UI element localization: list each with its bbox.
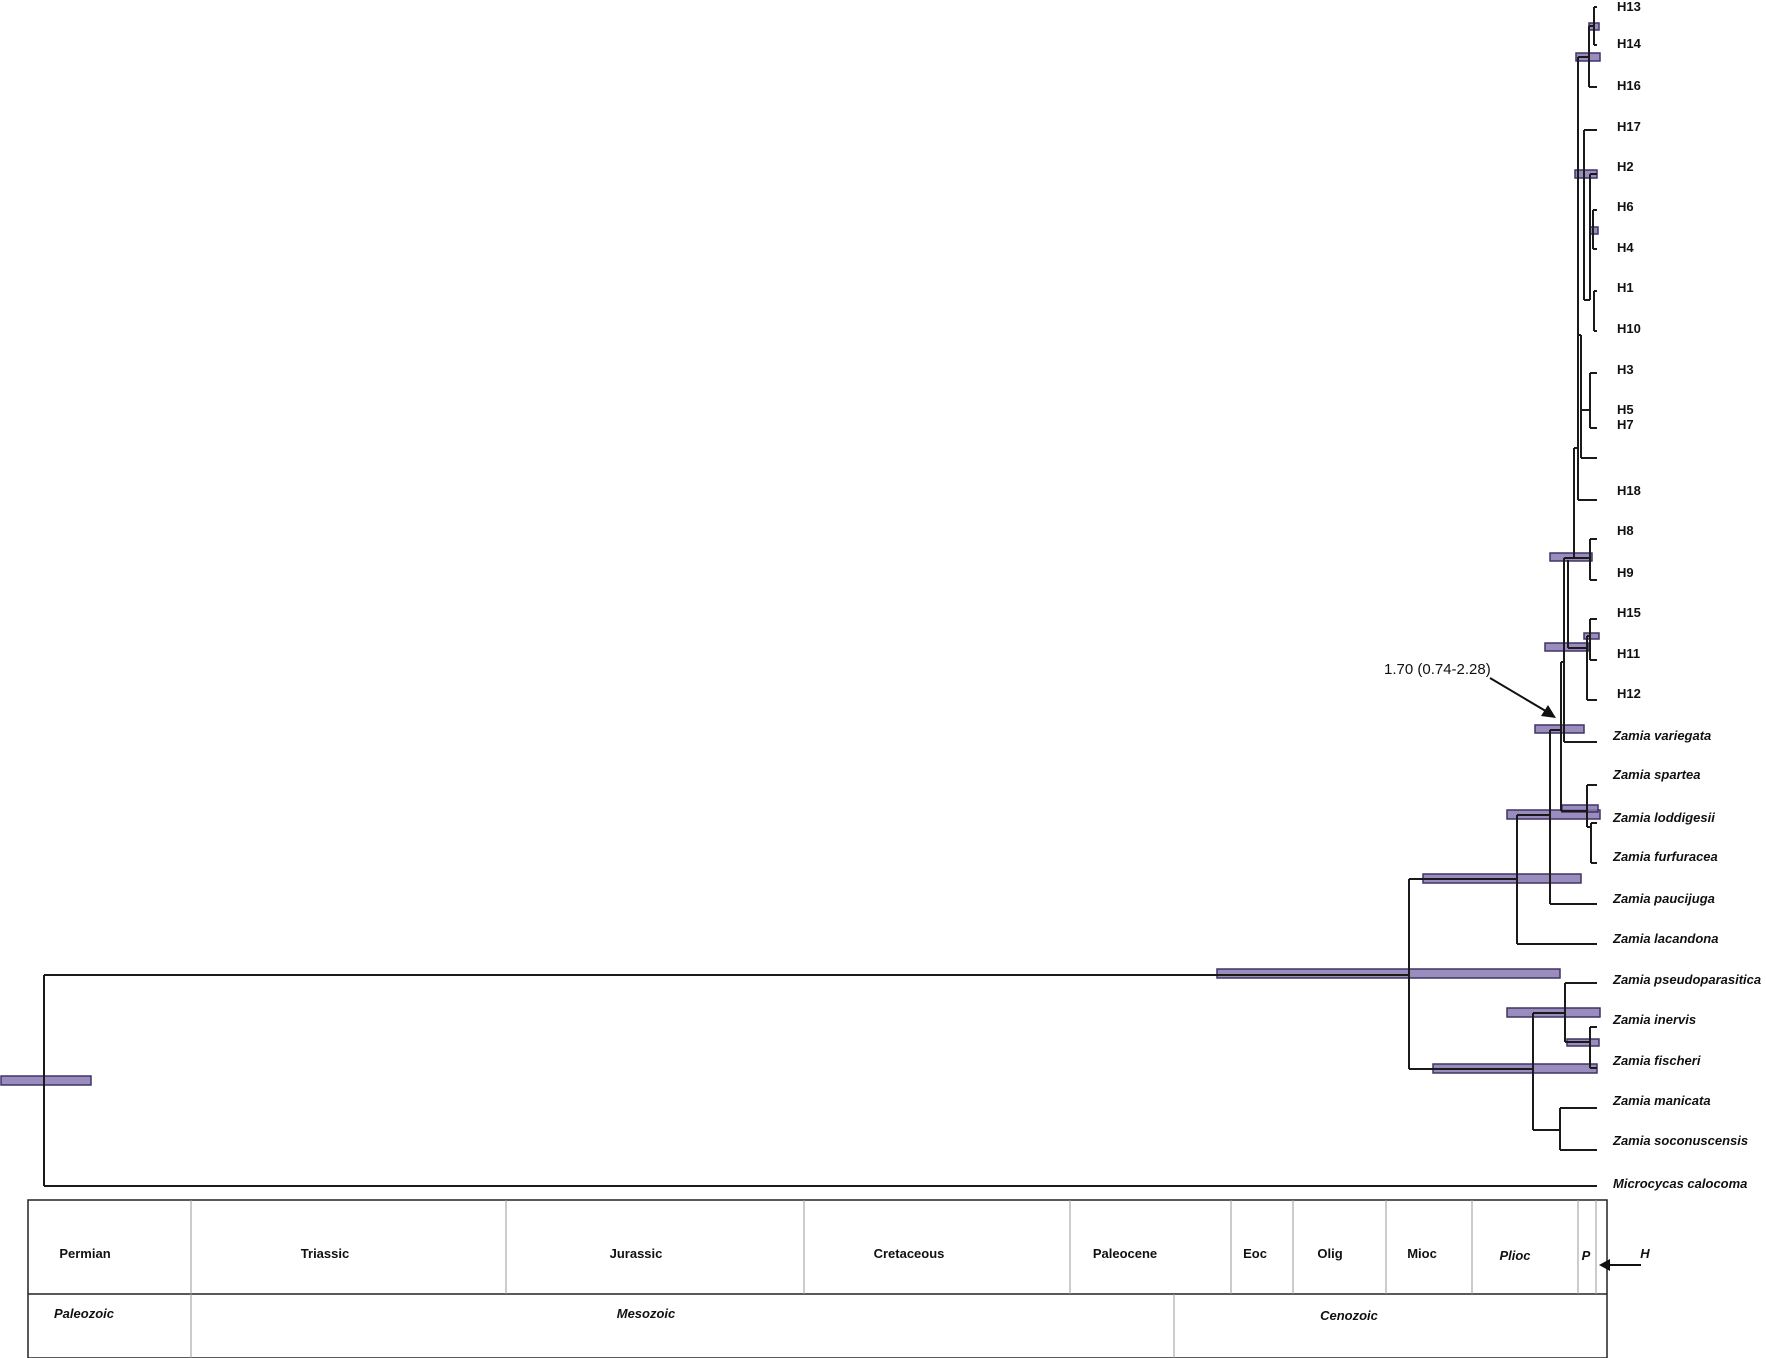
branch-clade-a xyxy=(1516,814,1597,945)
tip-label: H6 xyxy=(1617,199,1634,214)
hpd-bars xyxy=(0,22,1601,1086)
period-label-holocene: H xyxy=(1640,1246,1650,1261)
period-label-paleocene: Paleocene xyxy=(1093,1246,1157,1261)
branch-h1-h10 xyxy=(1593,290,1597,332)
tip-label: H1 xyxy=(1617,280,1634,295)
branch-clade-b xyxy=(1532,1012,1565,1131)
tip-label: H18 xyxy=(1617,483,1641,498)
tip-label: H17 xyxy=(1617,119,1641,134)
tip-label: Zamia lacandona xyxy=(1612,931,1718,946)
tip-label: Zamia furfuracea xyxy=(1612,849,1718,864)
tip-label: H9 xyxy=(1617,565,1634,580)
period-label-triassic: Triassic xyxy=(301,1246,349,1261)
period-label-cretaceous: Cretaceous xyxy=(874,1246,945,1261)
branch-haplotype-stem xyxy=(1563,557,1597,743)
period-label-eocene: Eoc xyxy=(1243,1246,1267,1261)
branch-h3-h5-h7 xyxy=(1580,335,1597,459)
branch-h6-h4 xyxy=(1592,209,1597,250)
tip-label: H4 xyxy=(1617,240,1634,255)
era-label-cenozoic: Cenozoic xyxy=(1320,1308,1379,1323)
tip-label: Zamia inervis xyxy=(1612,1012,1696,1027)
tip-label: H8 xyxy=(1617,523,1634,538)
branch-h11-clade xyxy=(1567,560,1587,649)
hpd-bar-zamia-crown xyxy=(1216,968,1561,979)
tip-label: H13 xyxy=(1617,0,1641,14)
period-label-pliocene: Plioc xyxy=(1499,1248,1531,1263)
tip-label: H3 xyxy=(1617,362,1634,377)
hpd-bar-root xyxy=(0,1075,92,1086)
tip-label: Zamia paucijuga xyxy=(1612,891,1715,906)
holocene-arrowhead xyxy=(1599,1259,1610,1271)
branch-manicata-soconuscensis xyxy=(1559,1107,1597,1151)
hpd-bar-spartea-clade xyxy=(1506,809,1601,820)
period-label-oligocene: Olig xyxy=(1317,1246,1342,1261)
period-label-permian: Permian xyxy=(59,1246,110,1261)
tip-label: H2 xyxy=(1617,159,1634,174)
tip-label: Zamia fischeri xyxy=(1612,1053,1701,1068)
tip-label: Zamia soconuscensis xyxy=(1612,1133,1748,1148)
tip-labels: H13 H14 H16 H17 H2 H6 H4 H1 H10 H3 H5 H7… xyxy=(1612,0,1761,1191)
tip-label: H12 xyxy=(1617,686,1641,701)
period-label-pleistocene: P xyxy=(1582,1248,1591,1263)
tip-label: H5 xyxy=(1617,402,1634,417)
branch-pseudoparasitica-node xyxy=(1564,982,1597,1043)
tree-branches xyxy=(43,6,1597,1187)
tip-label: H14 xyxy=(1617,36,1642,51)
branch-inervis-fischeri xyxy=(1589,1026,1597,1069)
annotation-arrow xyxy=(1489,677,1550,714)
branch-root xyxy=(43,974,1597,1187)
tip-label: Zamia spartea xyxy=(1612,767,1700,782)
tip-label: H7 xyxy=(1617,417,1634,432)
branch-h2-node xyxy=(1584,173,1597,301)
tip-label: H15 xyxy=(1617,605,1641,620)
hpd-bar-h11-h15 xyxy=(1583,632,1600,640)
era-label-mesozoic: Mesozoic xyxy=(617,1306,676,1321)
tip-label: H11 xyxy=(1617,646,1640,661)
tip-label: Zamia variegata xyxy=(1612,728,1711,743)
tip-label: Zamia pseudoparasitica xyxy=(1612,972,1761,987)
branch-h17-group xyxy=(1583,129,1597,300)
timescale-box xyxy=(27,1199,1608,1358)
branch-zamia-crown xyxy=(1408,878,1533,1070)
tip-label: Zamia loddigesii xyxy=(1612,810,1715,825)
tip-label: Zamia manicata xyxy=(1612,1093,1711,1108)
annotation-arrowhead xyxy=(1541,705,1556,718)
branch-h8-h9 xyxy=(1574,538,1597,581)
tip-label: Microcycas calocoma xyxy=(1613,1176,1747,1191)
era-label-paleozoic: Paleozoic xyxy=(54,1306,115,1321)
node-age-annotation: 1.70 (0.74-2.28) xyxy=(1384,661,1556,718)
period-label-miocene: Mioc xyxy=(1407,1246,1437,1261)
branch-paucijuga-node xyxy=(1549,729,1597,905)
node-age-label: 1.70 (0.74-2.28) xyxy=(1384,661,1491,678)
branch-h3-h5 xyxy=(1589,372,1597,429)
period-label-jurassic: Jurassic xyxy=(610,1246,663,1261)
geological-timescale: Permian Triassic Jurassic Cretaceous Pal… xyxy=(27,1199,1650,1358)
branch-h15-h11 xyxy=(1589,618,1597,661)
tip-label: H10 xyxy=(1617,321,1641,336)
branch-loddigesii-furfuracea xyxy=(1590,822,1597,864)
tip-label: H16 xyxy=(1617,78,1641,93)
branch-h13-h14 xyxy=(1593,6,1597,46)
